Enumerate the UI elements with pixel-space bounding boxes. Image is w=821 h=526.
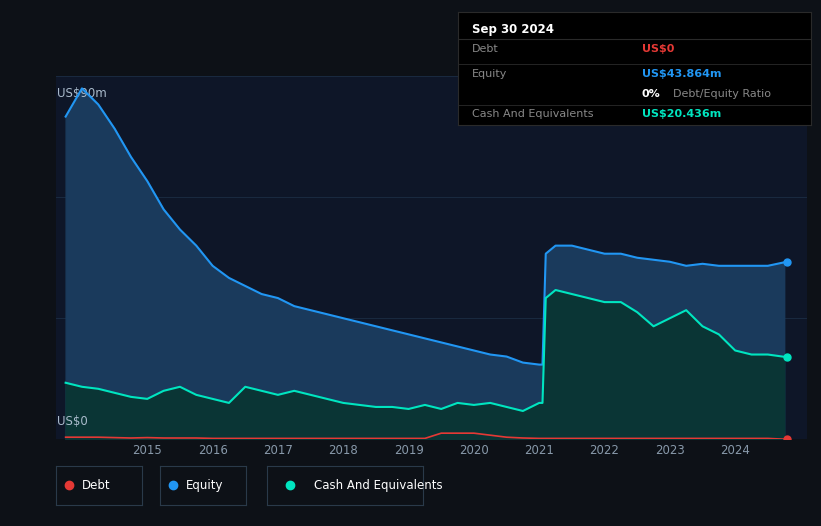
Text: Debt: Debt bbox=[472, 44, 499, 54]
Text: US$90m: US$90m bbox=[57, 87, 107, 100]
Text: 0%: 0% bbox=[642, 89, 660, 99]
Text: Equity: Equity bbox=[186, 479, 223, 492]
Text: Cash And Equivalents: Cash And Equivalents bbox=[472, 109, 594, 119]
Text: US$0: US$0 bbox=[642, 44, 674, 54]
Text: Equity: Equity bbox=[472, 68, 507, 79]
Text: US$20.436m: US$20.436m bbox=[642, 109, 721, 119]
Text: Debt: Debt bbox=[82, 479, 110, 492]
Text: Sep 30 2024: Sep 30 2024 bbox=[472, 23, 554, 36]
Text: Debt/Equity Ratio: Debt/Equity Ratio bbox=[673, 89, 772, 99]
Text: US$43.864m: US$43.864m bbox=[642, 68, 721, 79]
Text: Cash And Equivalents: Cash And Equivalents bbox=[314, 479, 443, 492]
Text: US$0: US$0 bbox=[57, 416, 88, 428]
